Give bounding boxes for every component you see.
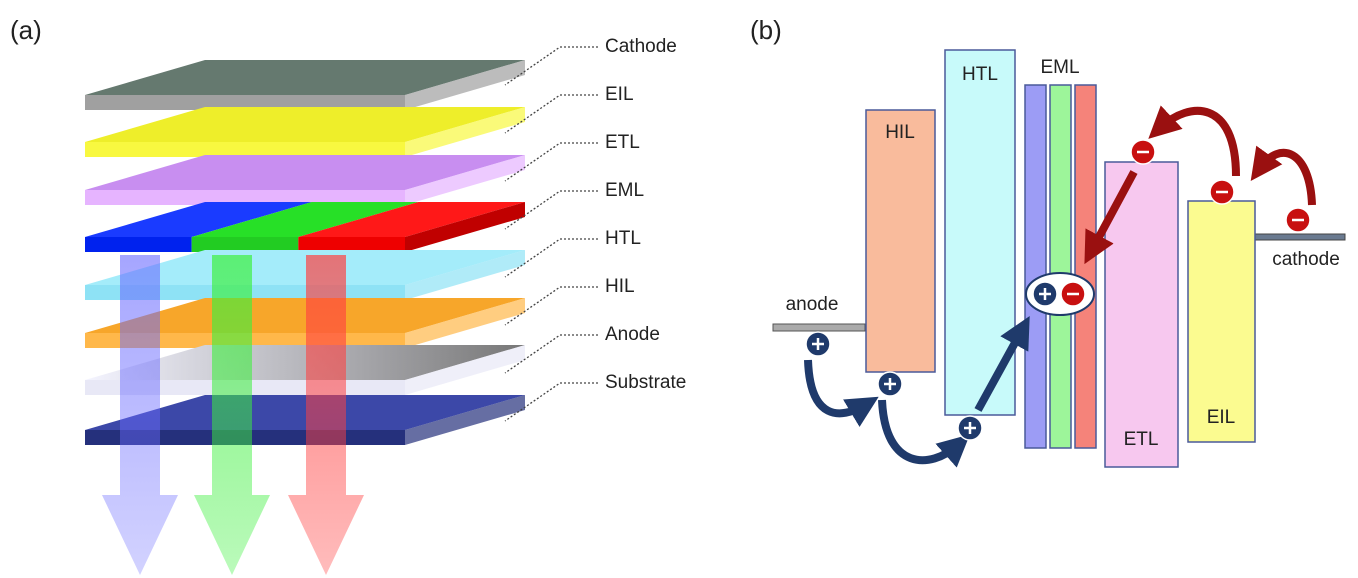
layer-stack (85, 60, 525, 445)
plate-top (85, 250, 525, 285)
plate-side (405, 202, 525, 252)
emission-arrows (102, 255, 364, 575)
red-arrow (288, 255, 364, 575)
plate-top (85, 345, 525, 380)
leader-line (504, 142, 598, 182)
eml-blue (1024, 84, 1047, 449)
plate-front (298, 237, 405, 252)
hil-block (865, 109, 936, 373)
panel-label: (b) (750, 15, 782, 45)
plate-front (85, 190, 405, 205)
blue-arrow (102, 255, 178, 575)
layer-label: HTL (605, 228, 641, 249)
leader-line (504, 382, 598, 422)
cathode-bar (1254, 233, 1346, 241)
htl-block (944, 49, 1016, 416)
plate-front (85, 237, 192, 252)
leader-line (504, 190, 598, 230)
layer-labels: Cathode EIL ETL EML HTL HIL Anode Substrate (504, 36, 686, 422)
plate-side (405, 60, 525, 110)
plate-top (85, 107, 525, 142)
eil-block (1187, 200, 1256, 443)
layer-label: Cathode (605, 36, 677, 57)
plate-top (85, 155, 525, 190)
layer-label: EML (605, 180, 644, 201)
plate-top (191, 202, 419, 237)
etl-block (1104, 161, 1179, 468)
leader-line (504, 334, 598, 374)
block-label: HIL (885, 122, 915, 143)
charges (805, 139, 1311, 441)
anode-bar (772, 323, 866, 332)
block-label: HTL (962, 64, 998, 85)
plate-top (85, 395, 525, 430)
plate-top (85, 60, 525, 95)
layer-label: EIL (605, 84, 634, 105)
plate-top (85, 298, 525, 333)
plate-side (405, 345, 525, 395)
plate-side (405, 395, 525, 445)
plate-side (405, 298, 525, 348)
plate-side (405, 107, 525, 157)
electron-arrows (1084, 105, 1316, 265)
leader-line (504, 238, 598, 278)
eml-green (1049, 84, 1072, 449)
green-arrow (194, 255, 270, 575)
eml-red (1074, 84, 1097, 449)
plate-top (85, 202, 312, 237)
layer-label: Anode (605, 324, 660, 345)
block-label: ETL (1124, 429, 1159, 450)
plate-front (191, 237, 299, 252)
plate-front (85, 142, 405, 157)
block-label: EIL (1207, 407, 1236, 428)
plate-front (85, 95, 405, 110)
leader-line (504, 94, 598, 134)
anode-label: anode (786, 294, 839, 315)
plate-top (298, 202, 525, 237)
layer-label: HIL (605, 276, 635, 297)
leader-line (504, 286, 598, 326)
layer-label: ETL (605, 132, 640, 153)
panel-label: (a) (10, 15, 42, 45)
energy-diagram: anode cathode HIL HTL EML ETL EIL (772, 49, 1346, 468)
hole-arrows (804, 315, 1030, 468)
cathode-label: cathode (1272, 249, 1340, 270)
block-label: EML (1040, 57, 1079, 78)
layer-label: Substrate (605, 372, 686, 393)
plate-side (405, 250, 525, 300)
leader-line (504, 46, 598, 86)
plate-side (405, 155, 525, 205)
